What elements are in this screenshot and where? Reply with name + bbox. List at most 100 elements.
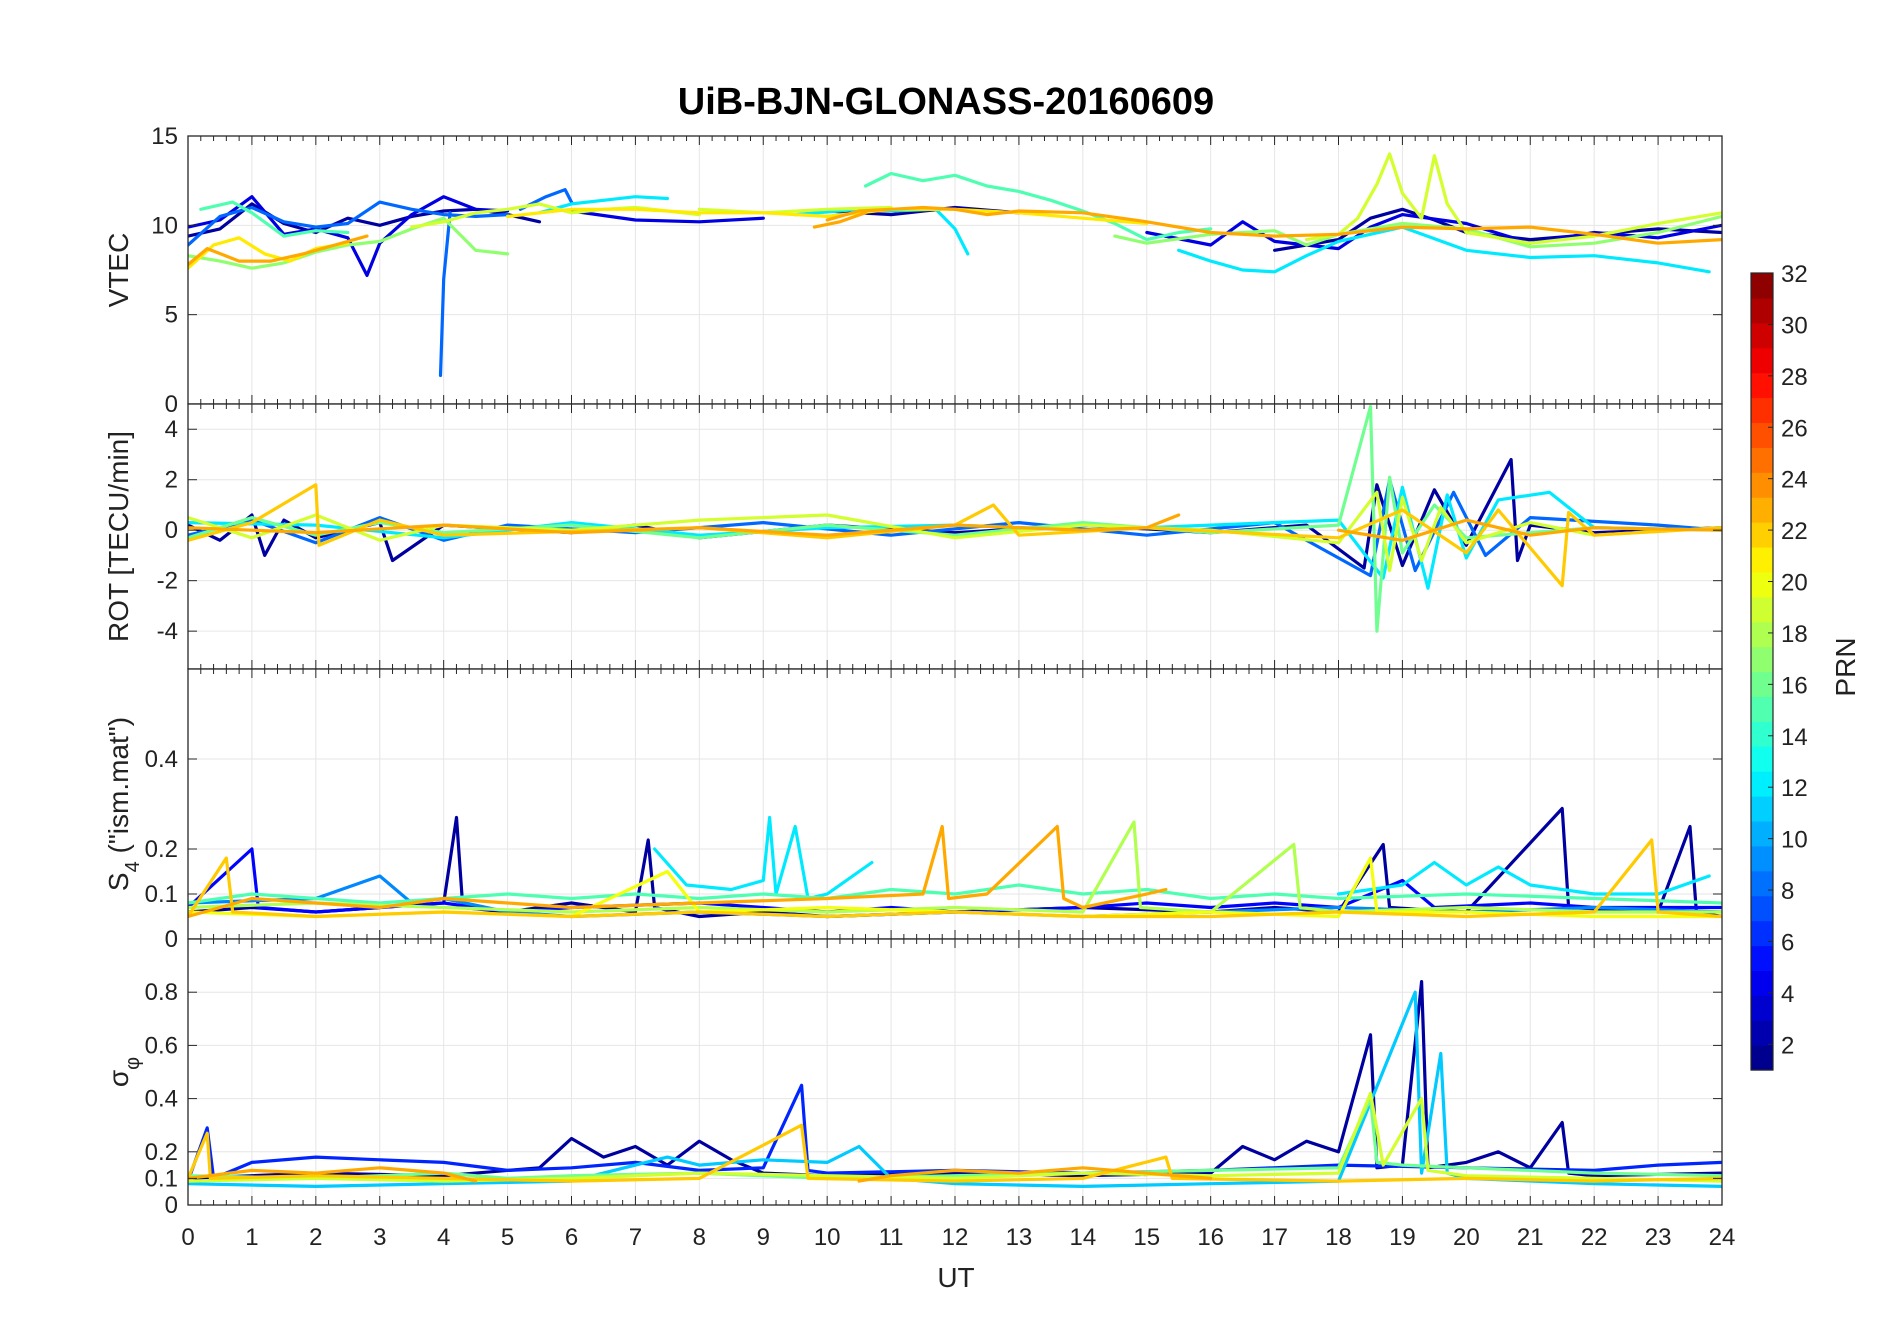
series-line-prn-8 — [188, 200, 510, 247]
x-tick-label: 16 — [1197, 1224, 1224, 1251]
x-tick-label: 6 — [565, 1224, 578, 1251]
colorbar-tick-label: 32 — [1781, 261, 1808, 288]
colorbar-swatch — [1751, 771, 1773, 797]
panel-3: 0 0.1 0.2 0.4S4 ("ism.mat") — [103, 668, 1723, 953]
colorbar-swatch — [1751, 397, 1773, 424]
x-tick-label: 13 — [1006, 1224, 1033, 1251]
y-tick-label: -4 — [157, 618, 178, 645]
colorbar-tick-label: 30 — [1781, 312, 1808, 339]
series-line-prn-12 — [1336, 860, 1711, 896]
x-tick-label: 7 — [629, 1224, 642, 1251]
colorbar-swatch — [1751, 995, 1773, 1021]
colorbar-swatch — [1751, 870, 1773, 897]
colorbar-swatch — [1751, 571, 1773, 598]
colorbar-swatch — [1751, 945, 1773, 971]
y-tick-label: 0.1 — [145, 881, 178, 908]
y-tick-label: -2 — [157, 568, 178, 595]
colorbar-swatch — [1751, 497, 1773, 523]
series-line-prn-15 — [188, 883, 1722, 905]
series-group — [188, 152, 1722, 377]
y-tick-label: 0.4 — [145, 1086, 178, 1113]
x-tick-label: 1 — [245, 1224, 258, 1251]
series-line-prn-15 — [199, 200, 350, 238]
colorbar-swatch — [1751, 596, 1773, 623]
series-line-prn-5 — [188, 847, 1722, 914]
x-axis: 0 1 2 3 4 5 6 7 8 9 10 11 12 13 14 15 16 17 18 19 20 21 22 23 24 — [181, 1224, 1735, 1251]
colorbar-tick-label: 8 — [1781, 878, 1794, 905]
series-line-prn-23 — [188, 513, 1181, 537]
series-line-prn-21 — [188, 236, 350, 270]
colorbar-swatch — [1751, 696, 1773, 722]
colorbar-swatch — [1751, 746, 1773, 772]
y-tick-label: 0 — [165, 1192, 178, 1219]
x-tick-label: 22 — [1581, 1224, 1608, 1251]
colorbar-swatch — [1751, 1020, 1773, 1046]
colorbar-swatch — [1751, 422, 1773, 448]
x-tick-label: 21 — [1517, 1224, 1544, 1251]
colorbar-tick-label: 16 — [1781, 672, 1808, 699]
series-line-prn-23 — [857, 1166, 1213, 1183]
y-tick-label: 0 — [165, 926, 178, 953]
colorbar-swatch — [1751, 372, 1773, 399]
x-tick-label: 23 — [1645, 1224, 1672, 1251]
series-line-prn-11 — [188, 990, 1722, 1188]
series-line-prn-8 — [438, 211, 452, 377]
colorbar-swatch — [1751, 671, 1773, 698]
x-tick-label: 19 — [1389, 1224, 1416, 1251]
colorbar-tick-label: 4 — [1781, 981, 1794, 1008]
y-tick-label: 0.6 — [145, 1032, 178, 1059]
y-tick-label: 15 — [151, 123, 178, 150]
x-tick-label: 15 — [1133, 1224, 1160, 1251]
x-tick-label: 17 — [1261, 1224, 1288, 1251]
y-axis-label: VTEC — [103, 233, 134, 308]
y-axis-label: S4 ("ism.mat") — [103, 717, 144, 891]
panel-1: 0 5 10 15 VTEC — [103, 123, 1723, 418]
colorbar-tick-label: 2 — [1781, 1032, 1794, 1059]
colorbar-swatch — [1751, 447, 1773, 473]
y-tick-label: 0 — [165, 391, 178, 418]
colorbar-swatch — [1751, 895, 1773, 922]
series-line-prn-19 — [697, 205, 893, 215]
x-tick-label: 0 — [181, 1224, 194, 1251]
series-line-prn-23 — [825, 205, 1722, 245]
series-line-prn-21 — [506, 207, 1149, 226]
series-line-prn-17 — [188, 216, 510, 270]
colorbar-tick-label: 14 — [1781, 724, 1808, 751]
colorbar-tick-label: 20 — [1781, 570, 1808, 597]
series-group — [188, 980, 1722, 1188]
series-line-prn-8 — [518, 188, 574, 211]
x-tick-label: 3 — [373, 1224, 386, 1251]
y-tick-label: 2 — [165, 467, 178, 494]
colorbar-swatch — [1751, 546, 1773, 573]
series-line-prn-19 — [1304, 152, 1722, 245]
colorbar-swatch — [1751, 970, 1773, 996]
panel-4: 00.10.2 0.4 0.6 0.8 σφ — [103, 938, 1723, 1219]
series-line-prn-23 — [1336, 518, 1722, 542]
colorbar-label: PRN — [1830, 637, 1861, 696]
x-tick-label: 18 — [1325, 1224, 1352, 1251]
series-group — [188, 806, 1722, 919]
y-tick-label: 0.8 — [145, 979, 178, 1006]
y-tick-label: 4 — [165, 416, 178, 443]
colorbar-swatch — [1751, 297, 1773, 324]
colorbar-tick-label: 24 — [1781, 467, 1808, 494]
series-line-prn-23 — [188, 1166, 478, 1183]
colorbar-swatch — [1751, 845, 1773, 872]
colorbar-swatch — [1751, 646, 1773, 673]
colorbar-swatch — [1751, 796, 1773, 822]
y-axis-label: ROT [TECU/min] — [103, 431, 134, 642]
colorbar-tick-label: 26 — [1781, 415, 1808, 442]
y-tick-label: 10 — [151, 212, 178, 239]
series-line-prn-12 — [1177, 225, 1711, 274]
y-tick-label: 0.2 — [145, 836, 178, 863]
x-tick-label: 14 — [1069, 1224, 1096, 1251]
colorbar-tick-label: 10 — [1781, 827, 1808, 854]
colorbar-tick-label: 12 — [1781, 775, 1808, 802]
colorbar-frame — [1750, 272, 1774, 1071]
y-tick-label: 0.4 — [145, 746, 178, 773]
series-line-prn-6 — [188, 1083, 1722, 1183]
series-line-prn-12 — [537, 195, 669, 215]
colorbar-swatch — [1751, 820, 1773, 847]
